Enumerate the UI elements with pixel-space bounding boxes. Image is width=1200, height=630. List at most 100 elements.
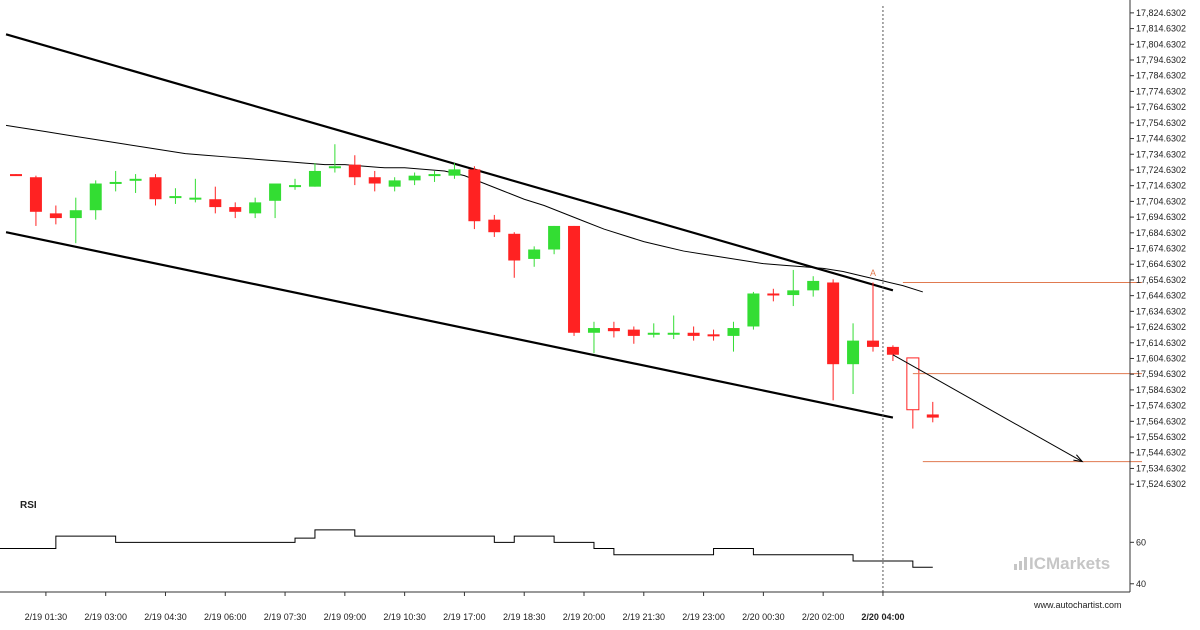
candle-body: [508, 233, 521, 261]
candle: [647, 323, 660, 338]
candle-body: [89, 183, 102, 211]
candle: [448, 163, 461, 179]
candle: [807, 276, 820, 297]
candle: [488, 214, 501, 237]
candle: [29, 175, 42, 226]
chart-plot-area: A: [5, 6, 1143, 592]
price-levels: [902, 281, 1143, 463]
time-tick-label: 2/19 23:00: [682, 612, 725, 622]
price-tick-label: 17,564.6302: [1136, 416, 1186, 426]
candle: [328, 144, 341, 173]
rsi-tick-label: 40: [1136, 579, 1146, 589]
candle-body: [368, 177, 381, 184]
forecast-arrow-head: [1073, 454, 1084, 463]
candle-body: [109, 181, 122, 184]
candle-body: [249, 202, 262, 214]
candle: [767, 288, 780, 302]
price-tick-label: 17,784.6302: [1136, 71, 1186, 81]
price-tick-label: 17,704.6302: [1136, 196, 1186, 206]
price-tick-label: 17,594.6302: [1136, 369, 1186, 379]
rsi-axis: 60 40: [1130, 537, 1146, 589]
candle: [906, 357, 920, 429]
candle-body: [707, 334, 720, 337]
time-tick-label: 2/20 04:00: [861, 612, 904, 622]
candle: [129, 174, 142, 193]
price-tick-label: 17,814.6302: [1136, 24, 1186, 34]
price-tick-label: 17,794.6302: [1136, 55, 1186, 65]
price-tick-label: 17,824.6302: [1136, 8, 1186, 18]
price-tick-label: 17,744.6302: [1136, 134, 1186, 144]
candle-body: [847, 340, 860, 365]
moving-average: [5, 124, 923, 293]
candle-body: [448, 169, 461, 176]
candle-body: [747, 293, 760, 327]
candle-body: [926, 414, 939, 418]
candle-body: [408, 175, 421, 181]
time-tick-label: 2/19 01:30: [25, 612, 68, 622]
candle-body: [906, 357, 920, 411]
rsi-line: [0, 529, 933, 568]
price-tick-label: 17,634.6302: [1136, 306, 1186, 316]
candle-body: [129, 178, 142, 181]
time-tick-label: 2/19 04:30: [144, 612, 187, 622]
pattern-marker: A: [870, 268, 876, 278]
time-tick-label: 2/19 10:30: [383, 612, 426, 622]
candle-body: [866, 340, 879, 347]
rsi-title: RSI: [20, 500, 37, 511]
candle-body: [49, 213, 62, 219]
price-tick-label: 17,524.6302: [1136, 479, 1186, 489]
time-tick-label: 2/19 17:00: [443, 612, 486, 622]
time-tick-label: 2/19 07:30: [264, 612, 307, 622]
candle: [528, 246, 541, 267]
candle: [787, 269, 800, 307]
candle-body: [348, 164, 361, 178]
candle: [926, 401, 939, 423]
candle: [388, 177, 401, 192]
candle-body: [787, 290, 800, 296]
price-tick-label: 17,554.6302: [1136, 432, 1186, 442]
forecast-arrow: [892, 354, 1084, 463]
time-tick-label: 2/20 02:00: [802, 612, 845, 622]
candle-body: [886, 346, 899, 355]
candle: [627, 326, 640, 344]
price-tick-label: 17,544.6302: [1136, 448, 1186, 458]
price-tick-label: 17,714.6302: [1136, 181, 1186, 191]
price-tick-label: 17,624.6302: [1136, 322, 1186, 332]
candle-body: [10, 174, 22, 177]
candle: [209, 186, 222, 214]
candle: [269, 183, 282, 219]
price-tick-label: 17,644.6302: [1136, 291, 1186, 301]
candle-body: [308, 170, 321, 187]
price-tick-label: 17,694.6302: [1136, 212, 1186, 222]
candle: [49, 205, 62, 225]
candle: [308, 163, 321, 187]
price-tick-label: 17,764.6302: [1136, 102, 1186, 112]
price-tick-label: 17,754.6302: [1136, 118, 1186, 128]
candle: [866, 282, 879, 352]
candle: [747, 291, 760, 330]
candle: [707, 329, 720, 341]
candle-body: [289, 185, 302, 188]
price-tick-label: 17,804.6302: [1136, 39, 1186, 49]
candle: [109, 170, 122, 192]
candle: [249, 197, 262, 219]
bars-icon: [1014, 557, 1027, 570]
attribution-text: www.autochartist.com: [1033, 600, 1122, 610]
candle: [428, 170, 441, 182]
price-tick-label: 17,654.6302: [1136, 275, 1186, 285]
candle-body: [428, 174, 441, 177]
candle-body: [587, 328, 600, 333]
candle: [727, 321, 740, 352]
time-tick-label: 2/19 21:30: [623, 612, 666, 622]
candle-body: [568, 225, 581, 333]
candle-body: [328, 166, 341, 169]
candle-body: [229, 207, 242, 212]
moving-average-line: [5, 124, 923, 293]
candle: [89, 180, 102, 220]
price-tick-label: 17,774.6302: [1136, 86, 1186, 96]
candle-body: [209, 199, 222, 208]
candle-body: [727, 328, 740, 336]
candle: [368, 170, 381, 192]
candle: [169, 188, 182, 204]
